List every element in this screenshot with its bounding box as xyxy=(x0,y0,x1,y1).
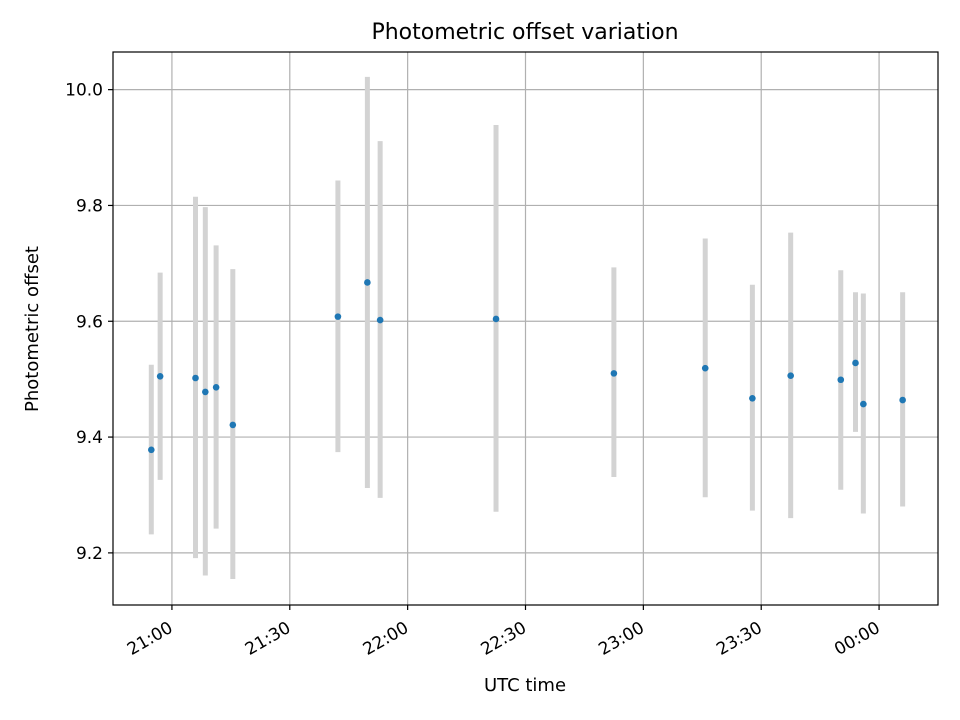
data-point xyxy=(492,315,500,323)
data-point xyxy=(749,394,756,402)
y-tick-label: 9.2 xyxy=(76,544,103,564)
x-tick-label: 21:30 xyxy=(242,618,294,660)
x-tick-label: 00:00 xyxy=(831,618,883,660)
data-point xyxy=(192,374,199,382)
data-point xyxy=(787,372,794,379)
data-point xyxy=(837,376,845,384)
x-ticks: 21:00 21:30 22:00 22:30 23:00 23:30 00:00 xyxy=(124,605,884,660)
data-point xyxy=(148,446,155,454)
x-axis-label: UTC time xyxy=(484,675,566,696)
chart-title: Photometric offset variation xyxy=(371,20,678,45)
data-point xyxy=(860,400,867,408)
y-tick-label: 9.8 xyxy=(76,196,103,216)
x-tick-label: 23:30 xyxy=(713,618,765,660)
x-tick-label: 21:00 xyxy=(124,618,176,660)
x-tick-label: 22:30 xyxy=(478,618,530,660)
data-point xyxy=(852,359,859,367)
y-axis-label: Photometric offset xyxy=(22,246,43,412)
x-tick-label: 22:00 xyxy=(360,618,412,660)
data-point xyxy=(701,364,709,372)
error-bars xyxy=(148,76,906,579)
data-point xyxy=(376,316,384,324)
data-point xyxy=(364,279,371,286)
data-point xyxy=(334,313,342,320)
data-point xyxy=(899,396,906,404)
y-tick-label: 10.0 xyxy=(65,81,103,101)
y-ticks: 9.2 9.4 9.6 9.8 10.0 xyxy=(65,81,113,564)
data-point xyxy=(229,421,237,429)
y-tick-label: 9.4 xyxy=(76,428,103,448)
data-point xyxy=(212,383,220,391)
x-tick-label: 23:00 xyxy=(595,618,647,660)
y-tick-label: 9.6 xyxy=(76,312,103,332)
data-point xyxy=(202,388,209,396)
data-point xyxy=(156,372,164,380)
grid xyxy=(113,52,938,605)
data-point xyxy=(610,370,618,377)
data-points xyxy=(148,279,906,454)
